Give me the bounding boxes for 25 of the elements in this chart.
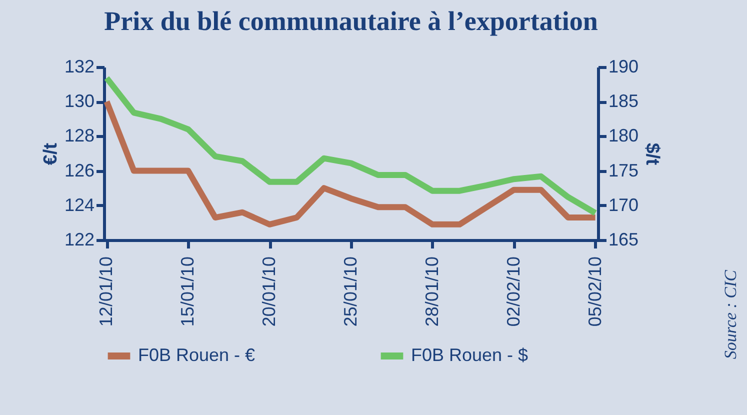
x-tick-label: 12/01/10 [96, 256, 116, 327]
y-tick-label: 126 [64, 160, 94, 180]
x-tick-label: 20/01/10 [259, 256, 280, 327]
x-tick-label: 25/01/10 [340, 256, 360, 327]
y-tick-label: 122 [64, 230, 94, 250]
y2-axis-title: $/t [642, 142, 663, 166]
y2-tick-label: 190 [608, 56, 639, 76]
x-tick-label: 02/02/10 [503, 256, 524, 327]
y-tick-label: 130 [64, 91, 94, 112]
chart-title: Prix du blé communautaire à l’exportation [104, 6, 598, 36]
y-tick-label: 128 [64, 126, 94, 146]
x-tick-label: 15/01/10 [178, 256, 198, 327]
source-note: Source : CIC [721, 270, 741, 360]
x-tick-label: 28/01/10 [422, 256, 442, 327]
y2-tick-label: 180 [608, 126, 639, 146]
y2-tick-label: 165 [608, 230, 639, 250]
legend-label: F0B Rouen - $ [411, 345, 528, 365]
y-axis-title: €/t [40, 142, 62, 166]
y2-tick-label: 170 [608, 194, 639, 215]
y2-tick-label: 175 [608, 160, 639, 180]
y-tick-label: 132 [64, 56, 94, 76]
y-tick-label: 124 [64, 194, 94, 215]
y2-tick-label: 185 [608, 91, 639, 112]
x-tick-label: 05/02/10 [584, 256, 605, 327]
legend-label: F0B Rouen - € [138, 345, 256, 365]
